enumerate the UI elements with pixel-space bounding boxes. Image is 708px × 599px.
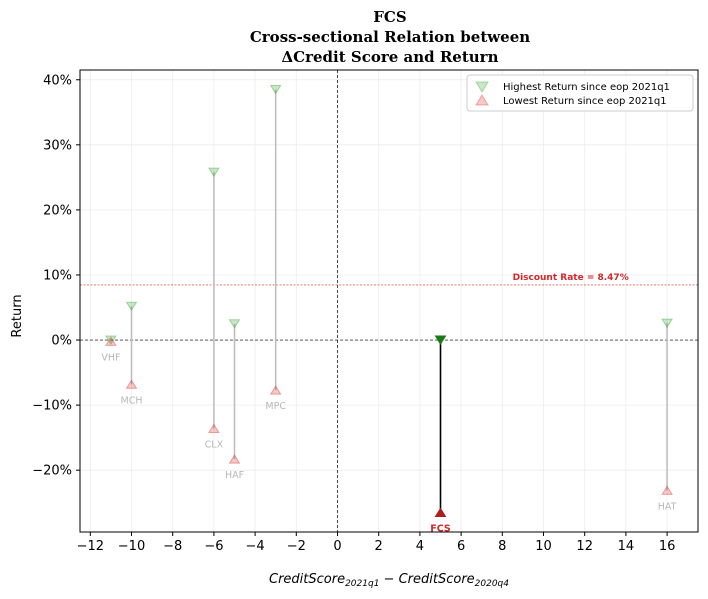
x-axis-label-part-1: CreditScore bbox=[269, 572, 345, 587]
x-tick-label: −2 bbox=[287, 539, 306, 554]
y-tick-label: 0% bbox=[51, 334, 72, 349]
discount-rate-label: Discount Rate = 8.47% bbox=[513, 273, 629, 283]
point-label-mch: MCH bbox=[121, 395, 143, 406]
y-tick-label: 40% bbox=[43, 73, 72, 88]
x-tick-label: 4 bbox=[416, 539, 424, 554]
x-tick-label: −4 bbox=[246, 539, 265, 554]
legend-low-label: Lowest Return since eop 2021q1 bbox=[503, 96, 667, 107]
x-tick-label: −10 bbox=[118, 539, 145, 554]
legend-low-marker bbox=[475, 94, 489, 106]
y-tick-label: −20% bbox=[32, 464, 72, 479]
x-tick-label: −8 bbox=[163, 539, 182, 554]
low-marker-hat bbox=[661, 485, 674, 495]
x-axis-label-sub-1: 2021q1 bbox=[345, 579, 379, 589]
range-lines bbox=[110, 89, 668, 513]
low-marker-clx bbox=[207, 423, 220, 434]
low-marker-mpc bbox=[269, 385, 282, 395]
x-tick-label: −12 bbox=[77, 539, 104, 554]
x-tick-label: 6 bbox=[457, 539, 465, 554]
x-tick-label: −6 bbox=[204, 539, 223, 554]
high-marker-mch bbox=[125, 301, 138, 312]
markers bbox=[104, 85, 674, 517]
high-marker-fcs bbox=[434, 335, 447, 345]
x-tick-label: 16 bbox=[659, 539, 676, 554]
x-tick-label: 2 bbox=[375, 539, 383, 554]
low-marker-mch bbox=[125, 379, 138, 389]
x-axis-label-sub-2: 2020q4 bbox=[475, 579, 510, 589]
point-label-mpc: MPC bbox=[265, 401, 286, 412]
legend-box bbox=[466, 74, 694, 112]
legend-high-label: Highest Return since eop 2021q1 bbox=[503, 82, 670, 93]
point-label-vhf: VHF bbox=[101, 352, 120, 363]
x-tick-label: 14 bbox=[618, 539, 635, 554]
point-label-clx: CLX bbox=[205, 440, 224, 451]
axis-ticks: −12 −10 −8 −6 −4 −2 0 2 4 6 8 10 12 14 16 −20% −10% 0% 10%… bbox=[32, 73, 675, 554]
x-tick-label: 0 bbox=[333, 539, 341, 554]
grid bbox=[80, 70, 698, 532]
y-axis-label: Return bbox=[10, 294, 25, 337]
legend-high-marker bbox=[475, 81, 489, 93]
point-label-haf: HAF bbox=[225, 470, 244, 481]
chart-title-line-3: ΔCredit Score and Return bbox=[282, 48, 499, 66]
point-label-hat: HAT bbox=[658, 501, 677, 512]
reference-lines bbox=[80, 70, 698, 532]
high-marker-haf bbox=[228, 319, 241, 329]
high-marker-vhf bbox=[104, 335, 117, 345]
y-tick-label: 20% bbox=[43, 203, 72, 218]
chart-title-line-1: FCS bbox=[373, 8, 406, 26]
chart-title-line-2: Cross-sectional Relation between bbox=[250, 28, 530, 46]
x-axis-label: CreditScore2021q1 − CreditScore2020q4 bbox=[269, 572, 509, 589]
y-tick-label: 30% bbox=[43, 138, 72, 153]
y-tick-label: −10% bbox=[32, 399, 72, 414]
point-labels: VHF MCH CLX HAF MPC FCS HAT bbox=[101, 352, 676, 534]
y-tick-label: 10% bbox=[43, 268, 72, 283]
low-marker-vhf bbox=[104, 336, 117, 346]
x-tick-label: 8 bbox=[498, 539, 506, 554]
legend: Highest Return since eop 2021q1 Lowest R… bbox=[466, 74, 694, 112]
high-marker-hat bbox=[661, 318, 674, 329]
plot-frame bbox=[79, 69, 699, 533]
high-marker-mpc bbox=[269, 85, 282, 95]
x-tick-label: 10 bbox=[535, 539, 552, 554]
high-marker-clx bbox=[207, 167, 220, 178]
x-axis-label-part-2: − CreditScore bbox=[379, 572, 474, 587]
low-marker-haf bbox=[228, 454, 241, 464]
point-label-fcs: FCS bbox=[430, 523, 451, 534]
low-marker-fcs bbox=[434, 507, 447, 517]
x-tick-label: 12 bbox=[576, 539, 593, 554]
